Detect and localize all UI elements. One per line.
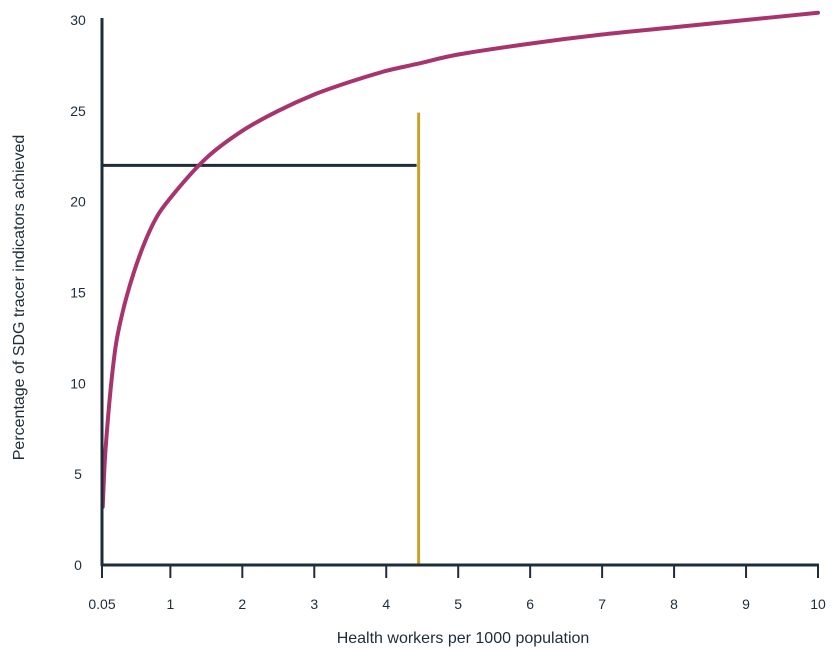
series-line [100,10,820,509]
x-tick-label: 9 [742,596,750,612]
x-tick-label: 3 [310,596,318,612]
y-ticks: 0 5 10 15 20 25 30 [70,12,86,573]
series-layer [100,10,820,509]
x-tick-label: 6 [526,596,534,612]
axes [100,18,819,567]
x-tick-label: 2 [238,596,246,612]
y-tick-label: 25 [70,103,86,119]
y-tick-label: 20 [70,194,86,210]
x-tick-label: 0.05 [88,596,115,612]
x-tick-label: 4 [382,596,390,612]
y-tick-label: 10 [70,375,86,391]
x-tick-label: 1 [166,596,174,612]
y-tick-label: 0 [74,557,82,573]
y-tick-label: 15 [70,285,86,301]
x-tick-label: 8 [670,596,678,612]
x-tick-label: 7 [598,596,606,612]
y-tick-label: 30 [70,12,86,28]
y-axis-title: Percentage of SDG tracer indicators achi… [11,135,28,461]
x-tick-label: 5 [454,596,462,612]
x-ticks: 0.05 1 2 3 4 5 6 7 8 9 10 [88,565,826,612]
x-tick-label: 10 [810,596,826,612]
reference-lines [102,112,421,565]
y-tick-label: 5 [74,466,82,482]
x-axis-title: Health workers per 1000 population [337,630,590,647]
